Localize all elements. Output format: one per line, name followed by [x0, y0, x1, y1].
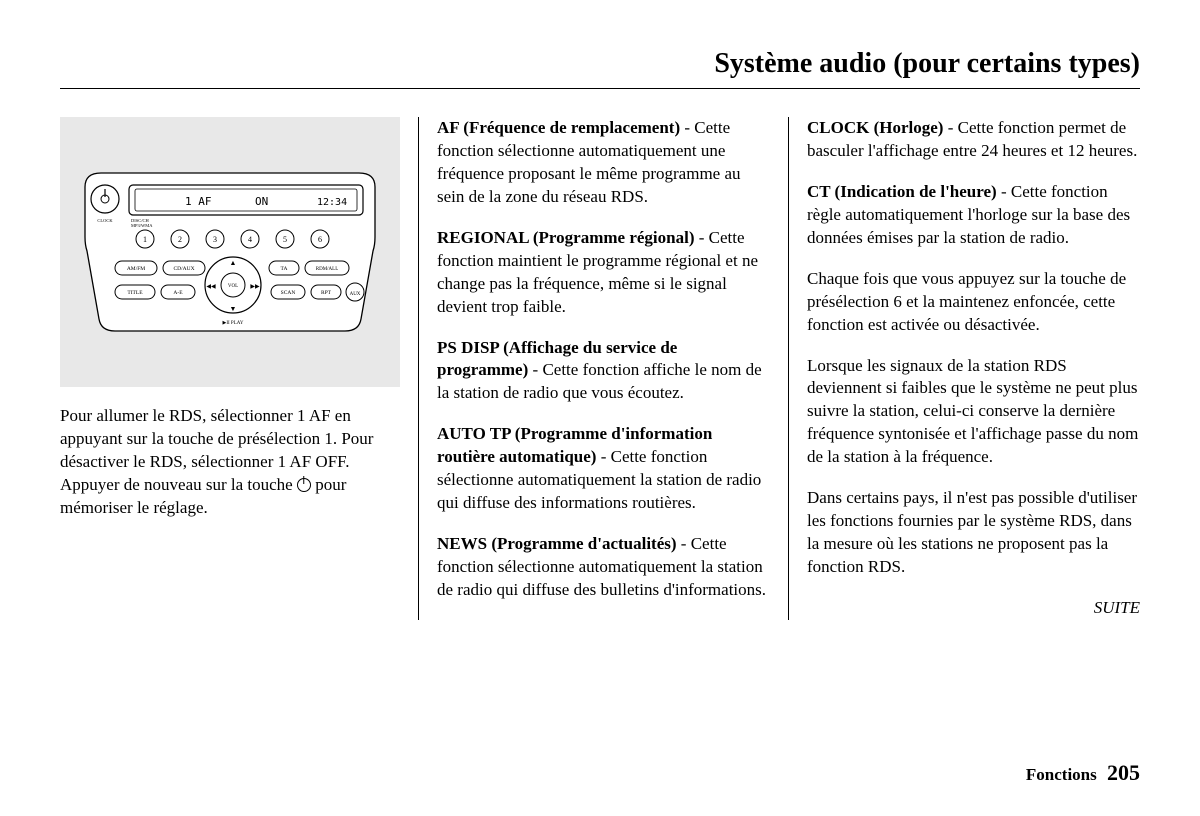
svg-text:MP3/WMA: MP3/WMA — [131, 223, 153, 228]
svg-text:6: 6 — [318, 235, 322, 244]
news-item: NEWS (Programme d'actualités) - Cette fo… — [437, 533, 770, 602]
page-footer: Fonctions 205 — [1026, 760, 1140, 786]
car-radio-diagram: CLOCK 1 AF ON 12:34 DISC/CH MP3/WMA 1 2 … — [75, 167, 385, 337]
radio-illustration: CLOCK 1 AF ON 12:34 DISC/CH MP3/WMA 1 2 … — [60, 117, 400, 387]
col3-para-3: Dans certains pays, il n'est pas possibl… — [807, 487, 1140, 579]
svg-text:TITLE: TITLE — [127, 290, 143, 296]
footer-page-number: 205 — [1107, 760, 1140, 785]
svg-text:RDM/ALL: RDM/ALL — [316, 267, 339, 272]
ct-item: CT (Indication de l'heure) - Cette fonct… — [807, 181, 1140, 250]
svg-text:12:34: 12:34 — [317, 197, 347, 208]
af-item: AF (Fréquence de remplacement) - Cette f… — [437, 117, 770, 209]
autotp-item: AUTO TP (Programme d'information routièr… — [437, 423, 770, 515]
ct-head: CT (Indication de l'heure) — [807, 182, 997, 201]
suite-label: SUITE — [807, 597, 1140, 620]
svg-text:▼: ▼ — [230, 305, 237, 313]
col3-para-2: Lorsque les signaux de la station RDS de… — [807, 355, 1140, 470]
svg-text:1: 1 — [143, 235, 147, 244]
svg-text:3: 3 — [213, 235, 217, 244]
svg-text:2: 2 — [178, 235, 182, 244]
clock-head: CLOCK (Horloge) — [807, 118, 943, 137]
svg-text:CD/AUX: CD/AUX — [173, 266, 194, 272]
column-1: CLOCK 1 AF ON 12:34 DISC/CH MP3/WMA 1 2 … — [60, 117, 418, 620]
psdisp-item: PS DISP (Affichage du service de program… — [437, 337, 770, 406]
svg-text:▶▶: ▶▶ — [250, 284, 260, 290]
footer-section: Fonctions — [1026, 765, 1097, 784]
column-3: CLOCK (Horloge) - Cette fonction permet … — [789, 117, 1140, 620]
news-head: NEWS (Programme d'actualités) — [437, 534, 677, 553]
col3-para-1: Chaque fois que vous appuyez sur la touc… — [807, 268, 1140, 337]
svg-text:SCAN: SCAN — [281, 290, 296, 296]
svg-text:▶II PLAY: ▶II PLAY — [222, 320, 243, 326]
col1-intro: Pour allumer le RDS, sélectionner 1 AF e… — [60, 405, 400, 520]
svg-text:4: 4 — [248, 235, 252, 244]
svg-text:5: 5 — [283, 235, 287, 244]
clock-item: CLOCK (Horloge) - Cette fonction permet … — [807, 117, 1140, 163]
svg-text:▲: ▲ — [230, 259, 237, 267]
column-2: AF (Fréquence de remplacement) - Cette f… — [418, 117, 789, 620]
svg-text:AM/FM: AM/FM — [127, 266, 145, 272]
regional-head: REGIONAL (Programme régional) — [437, 228, 694, 247]
power-icon — [297, 478, 311, 492]
svg-text:ON: ON — [255, 195, 268, 208]
content-columns: CLOCK 1 AF ON 12:34 DISC/CH MP3/WMA 1 2 … — [60, 117, 1140, 620]
svg-text:AUX: AUX — [350, 292, 361, 297]
svg-text:CLOCK: CLOCK — [97, 218, 113, 223]
svg-text:◀◀: ◀◀ — [206, 284, 216, 290]
svg-text:VOL: VOL — [228, 284, 238, 289]
svg-text:A-E: A-E — [173, 290, 183, 296]
regional-item: REGIONAL (Programme régional) - Cette fo… — [437, 227, 770, 319]
svg-text:1 AF: 1 AF — [185, 195, 212, 208]
title-rule — [60, 88, 1140, 89]
page-title: Système audio (pour certains types) — [60, 48, 1140, 80]
svg-text:RPT: RPT — [321, 290, 332, 296]
svg-text:TA: TA — [281, 266, 288, 272]
af-head: AF (Fréquence de remplacement) — [437, 118, 680, 137]
